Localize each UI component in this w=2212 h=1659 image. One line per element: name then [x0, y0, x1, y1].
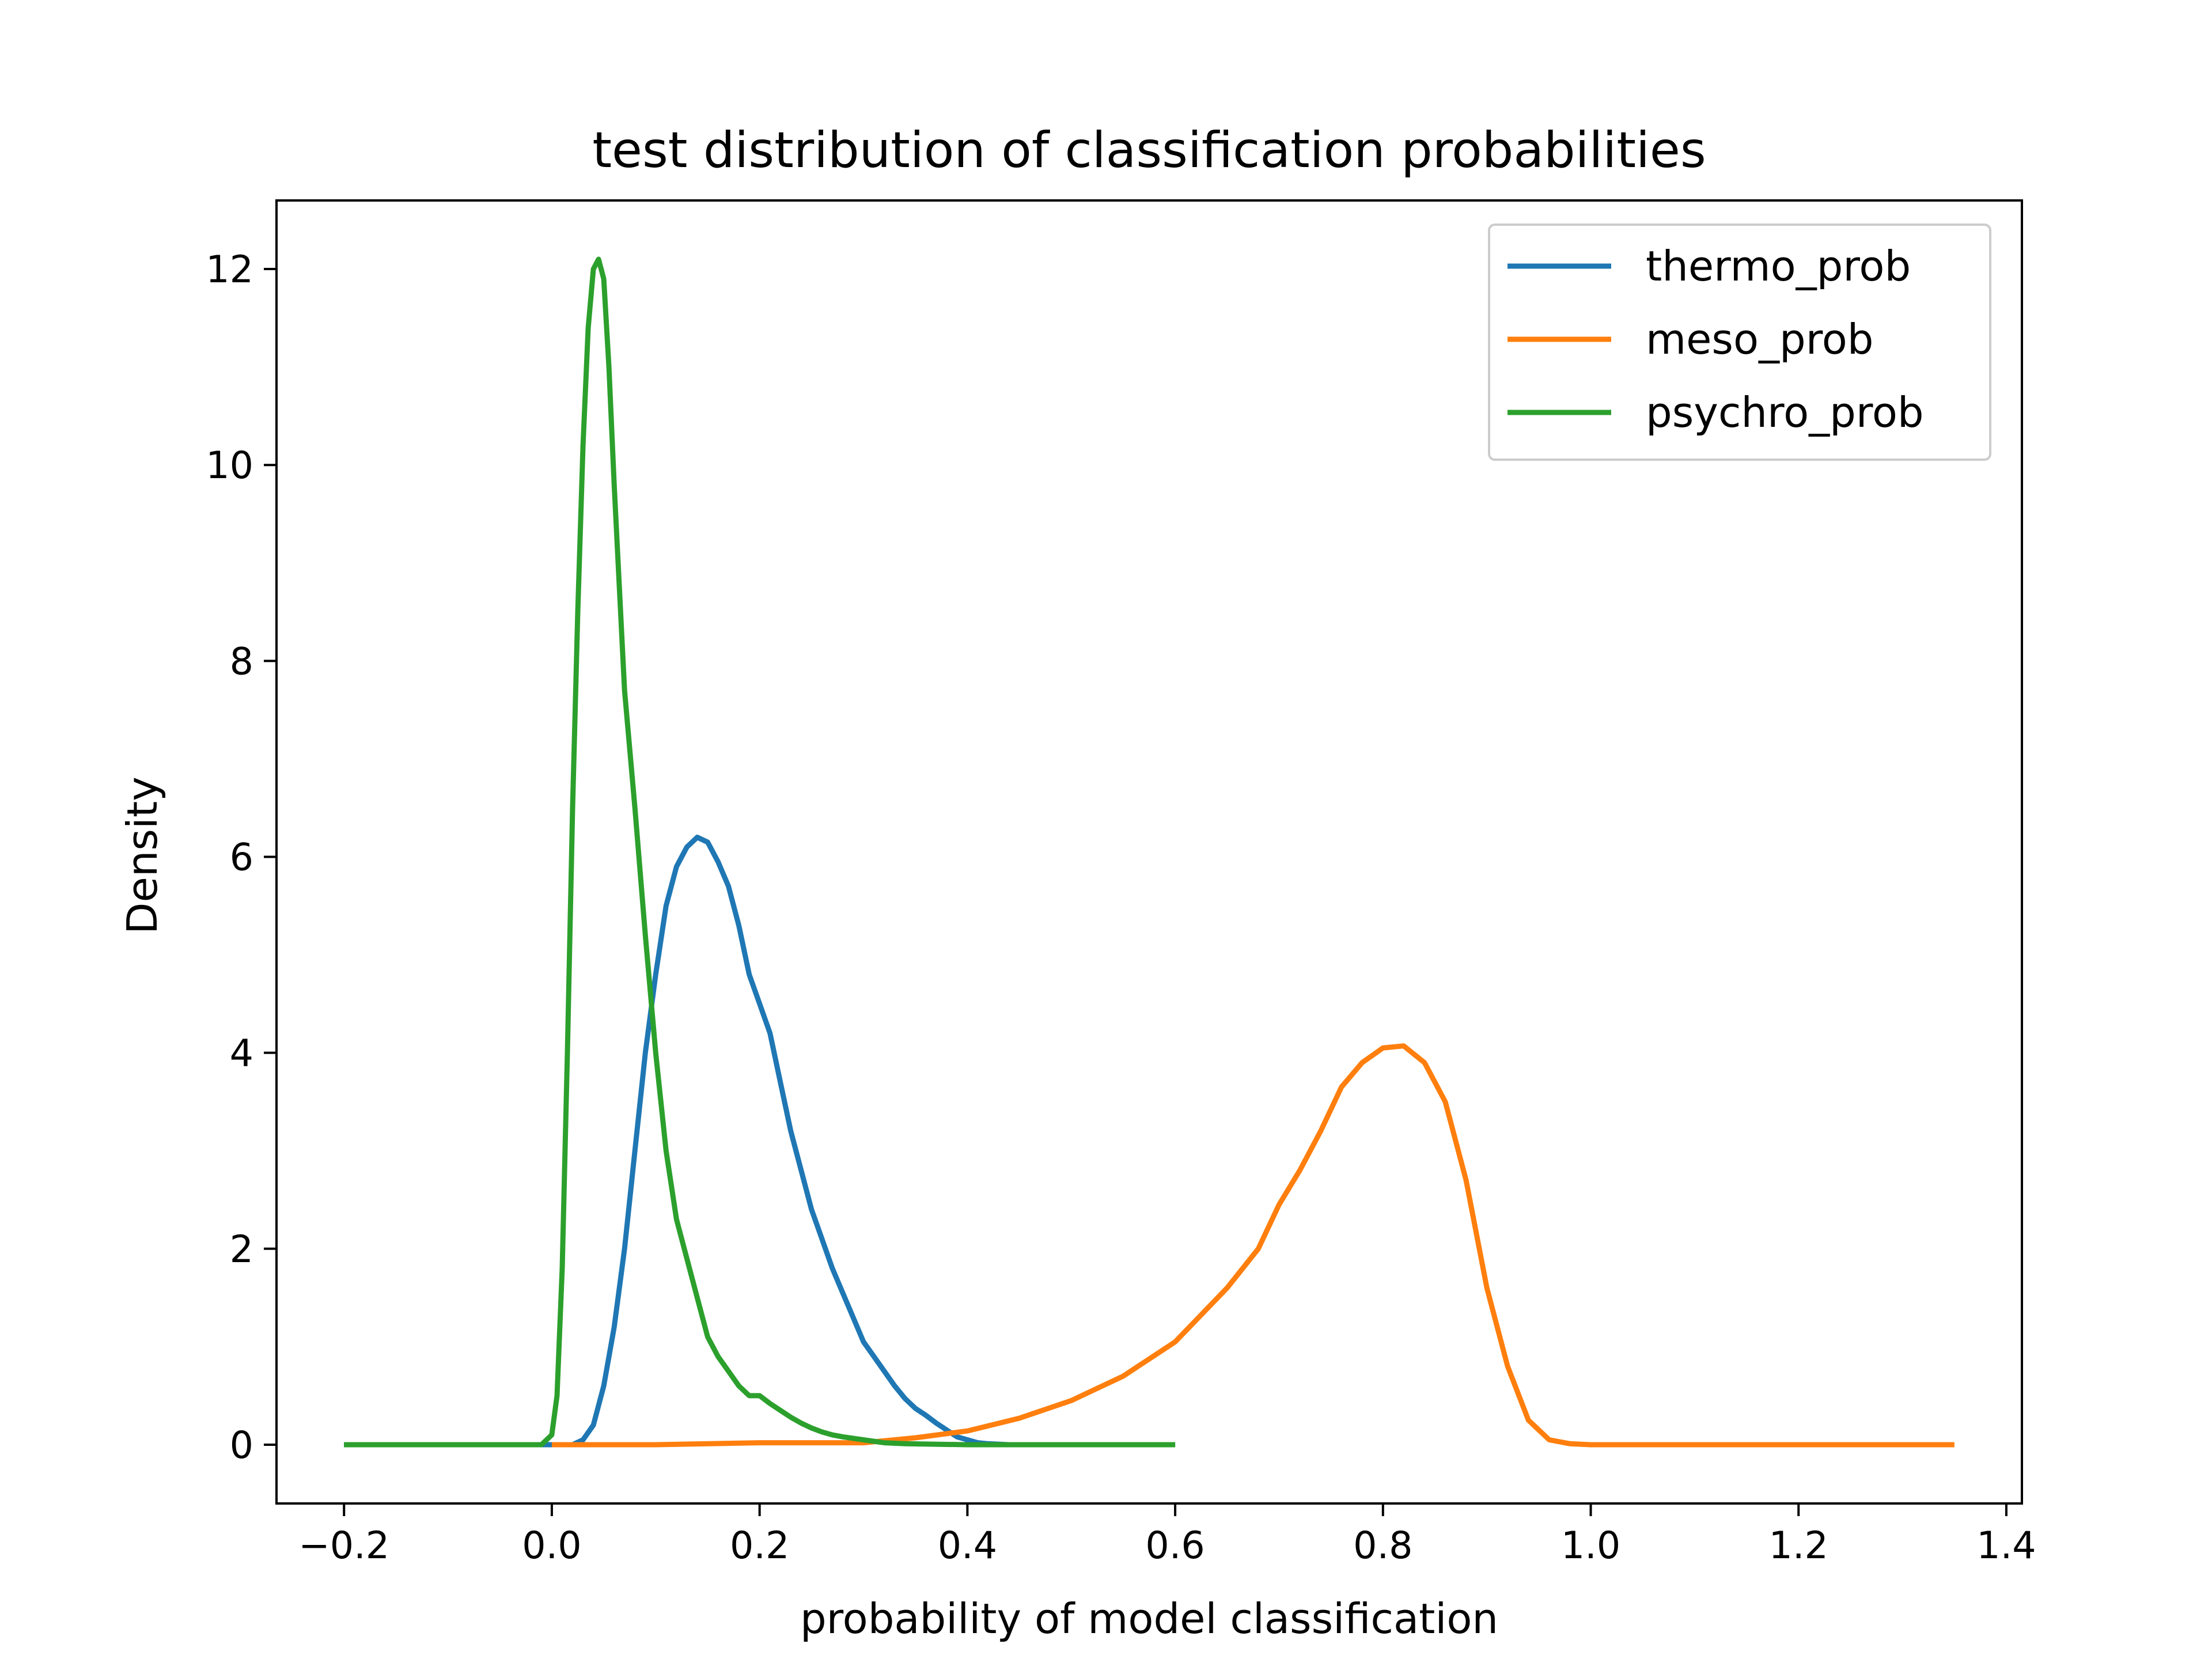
legend-box	[1488, 224, 1991, 461]
legend-label-thermo-prob: thermo_prob	[1646, 242, 1911, 290]
chart-title: test distribution of classification prob…	[592, 122, 1706, 179]
y-tick-label: 8	[230, 640, 253, 683]
x-tick-label: 0.8	[1353, 1524, 1412, 1567]
series-line-thermo-prob	[344, 835, 1176, 1448]
x-tick-label: 1.2	[1769, 1524, 1828, 1567]
x-tick-label: 0.2	[730, 1524, 789, 1567]
y-tick-label: 2	[230, 1228, 253, 1271]
legend-label-psychro-prob: psychro_prob	[1646, 388, 1924, 437]
y-tick-label: 6	[230, 836, 253, 880]
y-tick-label: 4	[230, 1032, 253, 1075]
y-axis-label: Density	[118, 777, 166, 934]
legend-label-meso-prob: meso_prob	[1646, 315, 1873, 363]
x-tick-label: −0.2	[298, 1524, 389, 1567]
legend: thermo_prob meso_prob psychro_prob	[1488, 224, 1991, 461]
y-tick-label: 12	[206, 248, 253, 291]
y-tick-label: 10	[206, 444, 253, 487]
y-tick-label: 0	[230, 1424, 253, 1467]
plot-area: −0.2 0.0 0.2 0.4 0.6 0.8 1.0 1.2 1.4 0 2 4 6 8 10 12	[206, 199, 2036, 1567]
x-tick-label: 0.6	[1145, 1524, 1205, 1567]
x-tick-label: 1.4	[1976, 1524, 2036, 1567]
x-tick-label: 0.4	[938, 1524, 997, 1567]
series-line-meso-prob	[551, 1043, 1955, 1448]
x-tick-label: 0.0	[522, 1524, 581, 1567]
x-tick-label: 1.0	[1561, 1524, 1620, 1567]
series-line-psychro-prob	[344, 256, 1176, 1448]
x-axis-label: probability of model classification	[800, 1594, 1498, 1643]
axes-frame	[275, 199, 2023, 1505]
